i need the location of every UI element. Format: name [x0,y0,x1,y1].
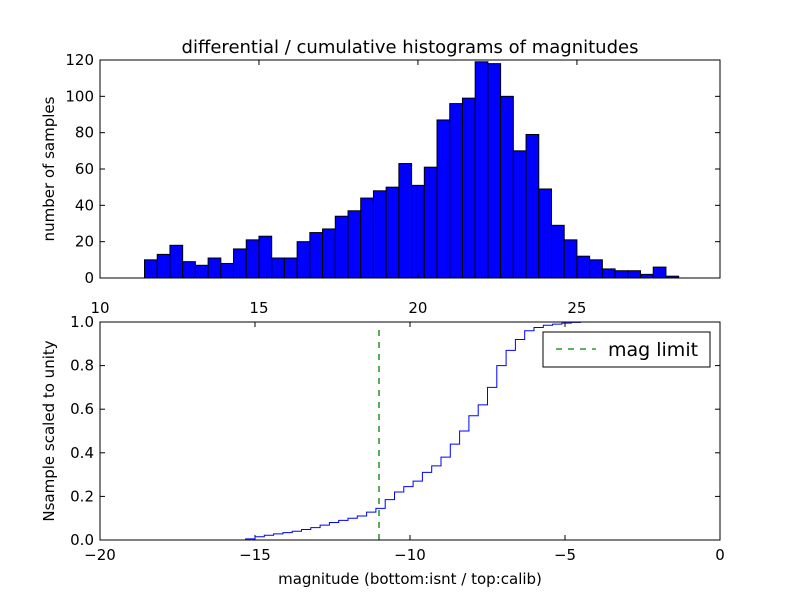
top-y-axis-label: number of samples [40,96,58,241]
histogram-bar [474,61,489,279]
histogram-bar [640,273,654,279]
histogram-bar [385,186,400,279]
bottom-x-tick-label: −15 [239,546,271,564]
top-y-tick-label: 80 [75,124,94,142]
histogram-bar [652,266,667,279]
bottom-x-tick-label: −20 [84,546,116,564]
histogram-bar [461,97,476,279]
histogram-bar [614,270,629,279]
histogram-bar [347,210,362,279]
histogram-bar [576,255,591,279]
bottom-cumulative-panel: −20 −15 −10 −5 0 0.0 0.2 0.4 0.6 0.8 1.0 magnitude… [40,313,725,588]
histogram-bar [245,239,260,279]
bottom-y-tick-label: 0.8 [70,357,94,375]
top-histogram-panel: differential / cumulative histograms of … [40,37,721,317]
bottom-y-tick-label: 0.2 [70,487,94,505]
top-axis-ticks: 10 15 20 25 0 20 40 60 80 100 120 [65,51,720,317]
histogram-bar [169,244,184,279]
histogram-bar [589,259,603,279]
histogram-bar [436,119,451,279]
top-y-tick-label: 20 [75,233,94,251]
top-y-tick-label: 100 [65,87,94,105]
top-axes-frame [99,59,721,279]
bottom-y-tick-label: 0.4 [70,444,94,462]
histogram-bar [271,257,285,279]
histogram-bar [411,184,425,279]
histogram-bar [627,270,642,279]
histogram-bar [360,197,374,279]
legend: mag limit [542,331,711,368]
top-y-tick-label: 60 [75,160,94,178]
bottom-x-axis-label: magnitude (bottom:isnt / top:calib) [278,570,542,588]
histogram-bar [194,264,209,279]
histogram-bar [322,228,336,279]
histogram-bar [601,268,616,279]
top-y-tick-label: 120 [65,51,94,69]
histogram-bar [207,257,222,279]
bottom-x-tick-label: −5 [554,546,576,564]
histogram-bar [156,253,171,279]
top-y-tick-label: 0 [84,269,94,287]
top-x-tick-label: 25 [567,299,586,317]
histogram-bars [144,61,680,279]
histogram-bar [283,257,298,279]
bottom-y-tick-label: 0.0 [70,531,94,549]
bottom-x-tick-label: −10 [394,546,426,564]
bottom-y-axis-label: Nsample scaled to unity [40,340,58,521]
chart-title: differential / cumulative histograms of … [182,37,639,58]
histogram-bar [296,241,311,279]
histogram-bar [525,133,540,279]
bottom-x-tick-label: 0 [715,546,725,564]
bottom-y-tick-label: 1.0 [70,313,94,331]
histogram-bar [423,166,438,279]
histogram-bar [334,215,349,279]
histogram-bar [563,239,578,279]
histogram-bar [233,248,247,279]
histogram-bar [512,150,527,279]
histogram-bar [398,163,413,279]
legend-label-mag-limit: mag limit [608,339,698,361]
top-x-tick-label: 10 [90,299,109,317]
bottom-axes-frame [99,321,721,541]
histogram-bar [144,259,158,279]
histogram-bar [309,232,324,279]
histogram-bar [182,261,196,279]
histogram-bar [500,95,514,279]
histogram-bar [258,235,273,279]
histogram-bar [372,190,387,279]
histogram-bar [550,224,565,279]
histogram-bar [538,188,552,279]
histogram-bar [487,63,502,279]
cumulative-step-line [131,321,720,541]
histogram-bar [220,262,235,279]
top-x-tick-label: 15 [249,299,268,317]
top-y-tick-label: 40 [75,196,94,214]
histogram-bar [449,103,463,279]
top-x-tick-label: 20 [408,299,427,317]
bottom-y-tick-label: 0.6 [70,400,94,418]
